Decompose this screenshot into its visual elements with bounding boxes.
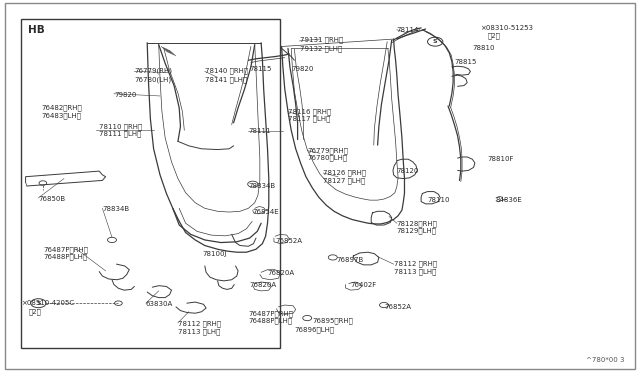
Text: 76852A: 76852A [384,304,411,310]
Text: ×08510-4205C: ×08510-4205C [21,300,74,306]
Text: ^780*00 3: ^780*00 3 [586,357,624,363]
Text: 76779〈RH〉: 76779〈RH〉 [307,147,348,154]
Text: S: S [36,301,41,306]
Text: 76487P〈RH〉: 76487P〈RH〉 [248,310,293,317]
Text: 〈2〉: 〈2〉 [28,308,41,315]
Text: 78141 〈LH〉: 78141 〈LH〉 [205,77,247,83]
Text: 〈2〉: 〈2〉 [488,33,500,39]
Text: 78117 〈LH〉: 78117 〈LH〉 [288,116,330,122]
Text: 76852A: 76852A [275,238,302,244]
Text: 76854E: 76854E [253,209,280,215]
Text: 78120: 78120 [397,168,419,174]
Text: 78128〈RH〉: 78128〈RH〉 [397,220,438,227]
Text: 76402F: 76402F [351,282,377,288]
Text: 78126 〈RH〉: 78126 〈RH〉 [323,170,366,176]
Text: 76779(RH): 76779(RH) [134,67,172,74]
Text: 78112 〈RH〉: 78112 〈RH〉 [394,261,436,267]
Text: 78116 〈RH〉: 78116 〈RH〉 [288,108,332,115]
Text: 76780〈LH〉: 76780〈LH〉 [307,155,348,161]
Text: 78111: 78111 [248,128,271,134]
Text: 78815: 78815 [454,60,477,65]
Text: 78834B: 78834B [102,206,129,212]
Text: 78111 〈LH〉: 78111 〈LH〉 [99,131,141,137]
Text: 76850B: 76850B [38,196,65,202]
Text: 76483〈LH〉: 76483〈LH〉 [42,112,82,119]
Text: 79820: 79820 [114,92,136,98]
Text: 78110 〈RH〉: 78110 〈RH〉 [99,123,143,130]
Text: 78112 〈RH〉: 78112 〈RH〉 [178,320,221,327]
Text: 76820A: 76820A [268,270,294,276]
Text: 78810: 78810 [472,45,495,51]
Text: 79132 〈LH〉: 79132 〈LH〉 [300,45,342,52]
Text: 78129〈LH〉: 78129〈LH〉 [397,227,437,234]
Text: 76488P〈LH〉: 76488P〈LH〉 [44,253,88,260]
Text: 78113 〈LH〉: 78113 〈LH〉 [178,328,220,335]
Text: 78115: 78115 [250,66,272,72]
Text: 78113 〈LH〉: 78113 〈LH〉 [394,268,436,275]
Text: 78140 〈RH〉: 78140 〈RH〉 [205,67,248,74]
Text: 76896〈LH〉: 76896〈LH〉 [294,326,335,333]
Text: 76897B: 76897B [336,257,364,263]
Text: 78127 〈LH〉: 78127 〈LH〉 [323,177,365,184]
Text: 76780(LH): 76780(LH) [134,77,172,83]
Bar [21,19,280,348]
Text: 76820A: 76820A [250,282,276,288]
Text: ×08310-51253: ×08310-51253 [480,25,533,31]
Text: HB: HB [28,25,44,35]
Text: 79131 〈RH〉: 79131 〈RH〉 [300,37,343,44]
Text: 78110: 78110 [428,197,450,203]
Text: 84836E: 84836E [496,197,523,203]
Text: 76895〈RH〉: 76895〈RH〉 [312,317,353,324]
Text: 63830A: 63830A [146,301,173,307]
Text: 76488P〈LH〉: 76488P〈LH〉 [248,317,292,324]
Text: 78834B: 78834B [248,183,275,189]
Text: 76487P〈RH〉: 76487P〈RH〉 [44,246,88,253]
Text: 78114: 78114 [397,27,419,33]
Text: 76482〈RH〉: 76482〈RH〉 [42,105,83,111]
Text: 78810F: 78810F [488,156,514,162]
Text: S: S [433,39,438,44]
Text: 79820: 79820 [291,66,314,72]
Text: 78100J: 78100J [202,251,227,257]
